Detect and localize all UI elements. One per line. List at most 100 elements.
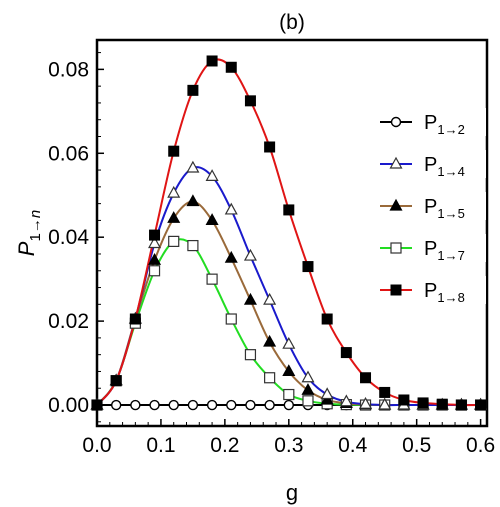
data-point-series-2 [186,160,200,173]
data-point-series-5 [149,229,161,241]
x-tick-label: 0.6 [466,434,495,457]
data-point-series-5 [417,397,429,409]
legend-label-subscript: 1→8 [437,290,464,305]
data-point-series-5 [110,375,122,387]
legend-marker [390,284,402,296]
data-point-series-3 [205,213,219,226]
x-tick-label: 0.2 [210,434,239,457]
y-axis-title: P1→n [14,210,44,256]
data-point-series-4 [264,372,276,384]
data-point-series-3 [282,364,296,377]
y-tick-label: 0.08 [48,58,89,81]
data-point-series-4 [244,349,257,361]
legend-label: P1→2 [424,112,465,137]
y-tick-label: 0.06 [48,142,89,165]
legend-label-subscript: 1→4 [437,164,464,179]
legend-item-4: P1→7 [376,234,486,263]
data-point-series-4 [302,395,314,407]
data-point-series-5 [302,261,314,273]
data-point-series-5 [360,372,372,384]
data-point-series-2 [339,394,353,407]
data-point-series-4 [148,265,161,277]
legend: P1→2P1→4P1→5P1→7P1→8 [376,108,486,305]
data-point-series-3 [186,194,200,207]
data-point-series-1 [245,399,256,411]
y-tick-label: 0.04 [48,226,89,249]
y-tick-label: 0.02 [48,310,89,333]
data-point-series-5 [264,141,276,153]
legend-marker [389,156,403,169]
data-point-series-1 [283,399,295,411]
x-tick-label: 0.0 [82,434,111,457]
data-point-series-2 [205,169,219,181]
legend-label-main: P [424,196,437,218]
legend-label-subscript: 1→5 [437,206,464,221]
data-point-series-5 [187,84,199,96]
x-tick-label: 0.3 [274,434,303,457]
data-point-series-4 [187,239,199,252]
data-point-series-4 [283,388,295,401]
data-point-series-3 [301,383,315,395]
data-point-series-1 [187,399,199,411]
legend-label-main: P [424,112,437,134]
data-point-series-5 [455,399,467,411]
data-point-series-1 [226,399,237,411]
plot-markers [90,55,488,411]
legend-label-subscript: 1→7 [437,248,464,263]
data-point-series-3 [167,211,181,223]
y-axis: 0.00 0.02 0.04 0.06 0.08 [48,52,104,423]
data-point-series-3 [148,253,162,265]
data-point-series-1 [206,399,218,411]
legend-item-1: P1→2 [376,108,486,137]
data-point-series-2 [243,248,257,261]
data-point-series-2 [282,336,296,349]
data-point-series-5 [206,55,218,67]
legend-label: P1→8 [424,280,465,305]
data-point-series-5 [475,399,487,411]
data-point-series-3 [224,250,238,263]
panel-label: (b) [279,11,305,34]
legend-label-main: P [424,238,437,260]
x-tick-label: 0.4 [338,434,368,457]
data-point-series-1 [110,399,122,411]
data-point-series-1 [149,399,160,411]
data-point-series-2 [224,202,238,215]
data-point-series-3 [263,334,277,347]
y-axis-title-subscript: 1→n [27,210,44,242]
data-point-series-5 [283,204,295,216]
data-point-series-1 [130,399,141,411]
data-point-series-2 [359,396,373,409]
data-point-series-1 [168,399,179,411]
data-point-series-2 [320,387,334,400]
data-point-series-5 [379,386,391,398]
data-point-series-1 [264,399,275,411]
data-point-series-2 [148,236,162,249]
x-tick-label: 0.5 [402,434,431,457]
data-point-series-5 [225,61,237,73]
legend-item-5: P1→8 [376,276,486,305]
data-point-series-2 [263,292,277,305]
data-point-series-5 [168,145,180,157]
data-point-series-4 [225,313,237,325]
plot-frame [95,38,489,428]
legend-marker [390,116,402,128]
legend-label-main: P [424,154,437,176]
x-axis: 0.0 0.1 0.2 0.3 0.4 0.5 0.6 [82,419,495,457]
legend-label: P1→7 [424,238,465,263]
data-point-series-5 [436,398,448,410]
data-point-series-2 [378,397,392,410]
y-tick-label: 0.00 [48,394,89,417]
legend-label-subscript: 1→2 [437,122,464,137]
data-point-series-4 [206,273,218,285]
data-point-series-2 [167,185,181,198]
legend-label: P1→4 [424,154,465,179]
data-point-series-5 [321,313,333,325]
data-point-series-5 [340,347,352,359]
x-tick-label: 0.1 [146,434,175,457]
legend-marker [389,198,403,211]
legend-item-2: P1→4 [376,150,486,179]
data-point-series-4 [168,235,180,247]
data-point-series-5 [398,394,410,406]
x-axis-title: g [286,480,298,505]
